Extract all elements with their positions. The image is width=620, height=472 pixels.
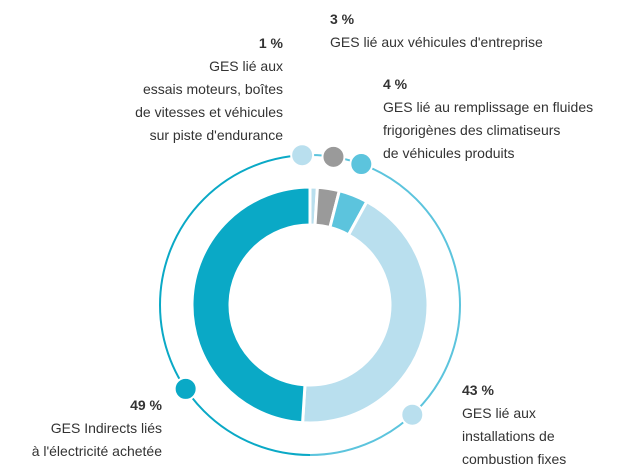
- category-label: GES lié aux véhicules d'entreprise: [330, 34, 543, 50]
- value-label: 43 %: [462, 382, 494, 398]
- value-label: 1 %: [258, 35, 283, 51]
- label: 49 % GES Indirects liés à l'électricité a…: [32, 394, 162, 463]
- label-dot: [321, 144, 346, 169]
- label-dot: [400, 402, 425, 427]
- label: 43 % GES lié aux installations de combust…: [462, 379, 566, 471]
- label: 4 % GES lié au remplissage en fluides fri…: [383, 73, 593, 165]
- outer-ring: [309, 154, 461, 456]
- label-dot: [173, 376, 198, 401]
- label: 3 % GES lié aux véhicules d'entreprise: [330, 8, 543, 54]
- donut-segment: [300, 199, 430, 425]
- value-label: 49 %: [130, 397, 162, 413]
- category-label: GES lié aux essais moteurs, boîtes de vi…: [135, 58, 283, 143]
- category-label: GES lié au remplissage en fluides frigor…: [383, 99, 594, 161]
- category-label: GES lié aux installations de combustion …: [462, 405, 567, 467]
- outer-ring: [159, 154, 311, 456]
- category-label: GES Indirects liés à l'électricité achet…: [31, 420, 162, 459]
- value-label: 4 %: [383, 76, 408, 92]
- donut-segment: [190, 185, 312, 425]
- label-dot: [349, 152, 374, 177]
- label: 1 % GES lié aux essais moteurs, boîtes de…: [135, 32, 283, 147]
- label-dot: [290, 143, 315, 168]
- value-label: 3 %: [330, 11, 355, 27]
